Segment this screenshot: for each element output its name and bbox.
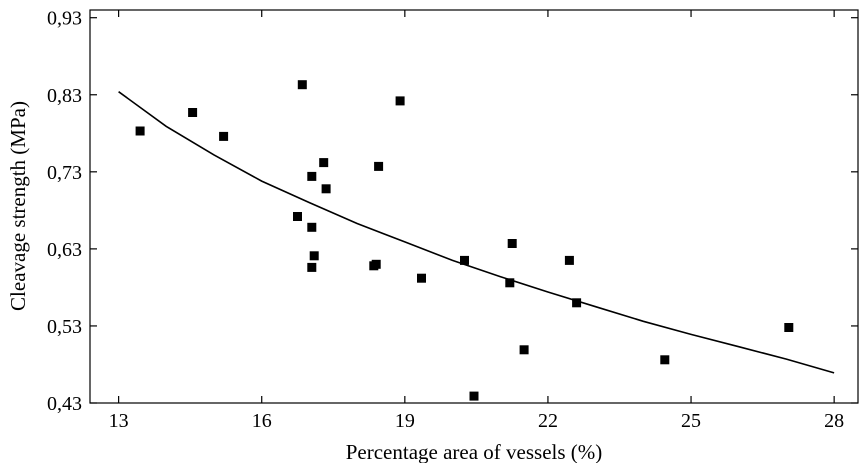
data-point bbox=[135, 126, 145, 136]
y-tick-label: 0,43 bbox=[47, 393, 82, 415]
data-point bbox=[519, 345, 529, 355]
data-point bbox=[395, 96, 405, 106]
data-points bbox=[135, 80, 794, 401]
data-point bbox=[374, 161, 384, 171]
x-axis: 13 16 19 22 25 28 bbox=[109, 10, 844, 432]
data-point bbox=[307, 262, 317, 272]
data-point bbox=[293, 212, 302, 221]
data-point bbox=[307, 171, 317, 181]
y-tick-label: 0,73 bbox=[47, 162, 82, 184]
data-point bbox=[307, 222, 317, 232]
trend-line bbox=[118, 91, 835, 374]
data-point bbox=[319, 158, 329, 168]
data-point bbox=[469, 391, 479, 401]
y-axis: 0,43 0,53 0,63 0,73 0,83 0,93 bbox=[47, 8, 858, 415]
plot-frame bbox=[89, 9, 859, 404]
x-tick-label: 13 bbox=[109, 410, 129, 432]
y-axis-label: Cleavage strength (MPa) bbox=[6, 101, 30, 311]
x-tick-label: 28 bbox=[824, 410, 844, 432]
data-point bbox=[507, 239, 517, 248]
data-point bbox=[460, 255, 469, 265]
data-point bbox=[371, 259, 381, 269]
data-point bbox=[417, 273, 426, 283]
x-tick-label: 19 bbox=[395, 410, 415, 432]
data-point bbox=[784, 323, 794, 332]
x-tick-label: 25 bbox=[681, 410, 701, 432]
y-tick-label: 0,83 bbox=[47, 85, 82, 107]
data-point bbox=[219, 131, 229, 141]
y-tick-label: 0,53 bbox=[47, 316, 82, 338]
y-tick-label: 0,93 bbox=[47, 8, 82, 30]
data-point bbox=[321, 184, 331, 194]
data-point bbox=[505, 278, 515, 288]
data-point bbox=[309, 251, 319, 261]
x-tick-label: 16 bbox=[252, 410, 272, 432]
data-point bbox=[660, 355, 670, 365]
data-point bbox=[297, 80, 307, 90]
x-tick-label: 22 bbox=[538, 410, 558, 432]
data-point bbox=[564, 255, 574, 265]
x-axis-label: Percentage area of vessels (%) bbox=[346, 440, 603, 463]
y-tick-label: 0,63 bbox=[47, 239, 82, 261]
data-point bbox=[188, 108, 198, 117]
data-point bbox=[572, 298, 582, 308]
